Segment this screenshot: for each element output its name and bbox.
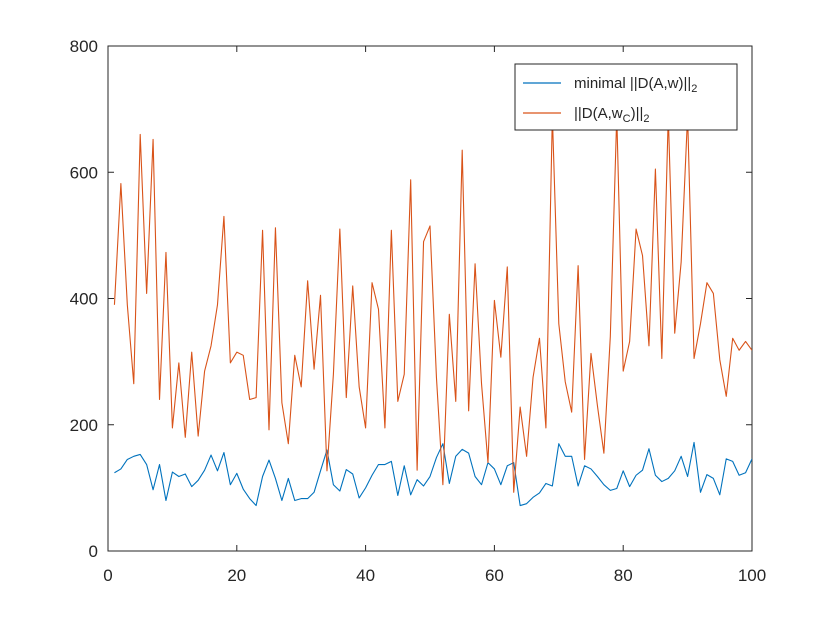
series-line-1 xyxy=(114,441,752,507)
y-tick-label: 400 xyxy=(70,290,98,309)
x-tick-label: 80 xyxy=(614,566,633,585)
series-line-2 xyxy=(113,114,752,493)
x-tick-label: 0 xyxy=(103,566,112,585)
y-tick-label: 0 xyxy=(89,542,98,561)
legend-box xyxy=(514,63,738,131)
y-tick-label: 200 xyxy=(70,416,98,435)
x-tick-label: 60 xyxy=(485,566,504,585)
x-tick-label: 40 xyxy=(356,566,375,585)
y-tick-label: 600 xyxy=(70,163,98,182)
x-tick-label: 20 xyxy=(227,566,246,585)
legend-label-1: minimal ||D(A,w)||2 xyxy=(574,75,697,95)
y-tick-label: 800 xyxy=(70,37,98,56)
x-tick-label: 100 xyxy=(738,566,766,585)
legend-label-2: ||D(A,wC)||2 xyxy=(574,105,650,125)
